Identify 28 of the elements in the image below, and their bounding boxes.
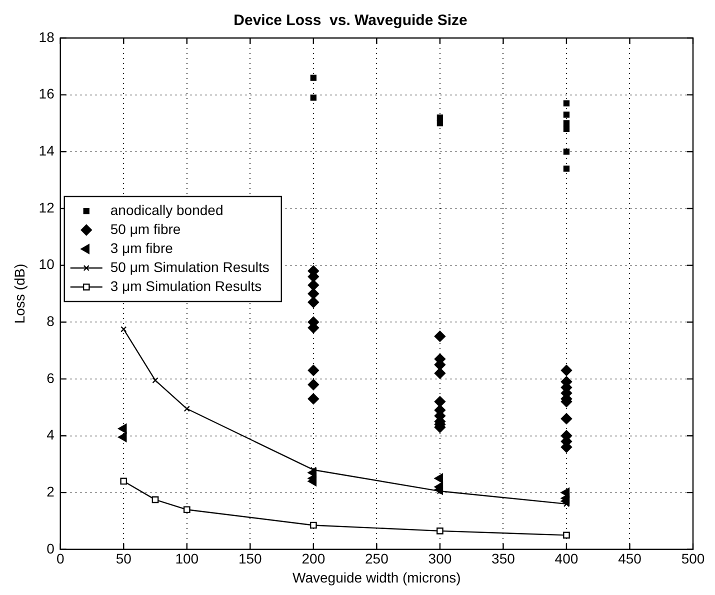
x-tick-label: 250 — [365, 550, 389, 567]
legend-label: 50 μm Simulation Results — [110, 258, 270, 275]
y-tick-label: 16 — [38, 86, 55, 102]
y-tick-label: 12 — [38, 199, 55, 216]
y-axis-title: Loss (dB) — [11, 264, 28, 324]
y-tick-label: 18 — [38, 28, 55, 45]
y-tick-label: 6 — [46, 370, 55, 386]
y-tick-label: 8 — [46, 312, 55, 329]
y-tick-label: 10 — [38, 256, 55, 272]
legend-label: 3 μm Simulation Results — [110, 278, 262, 294]
x-tick-label: 450 — [618, 550, 642, 567]
legend-label: 3 μm fibre — [110, 240, 174, 256]
x-tick-label: 50 — [116, 550, 132, 567]
y-tick-label: 0 — [46, 540, 55, 556]
y-tick-label: 2 — [46, 483, 55, 500]
x-tick-label: 150 — [238, 550, 262, 567]
y-tick-label: 4 — [46, 426, 55, 443]
x-axis-title: Waveguide width (microns) — [292, 569, 461, 586]
x-tick-label: 350 — [492, 550, 516, 567]
x-tick-label: 100 — [175, 550, 199, 567]
x-tick-label: 300 — [428, 550, 452, 567]
y-tick-label: 14 — [38, 142, 55, 159]
x-tick-label: 500 — [681, 550, 705, 567]
x-tick-label: 200 — [302, 550, 326, 567]
chart-title: Device Loss vs. Waveguide Size — [234, 12, 468, 30]
legend-label: anodically bonded — [110, 202, 224, 218]
legend-label: 50 μm fibre — [110, 220, 181, 237]
x-tick-label: 400 — [554, 550, 578, 567]
